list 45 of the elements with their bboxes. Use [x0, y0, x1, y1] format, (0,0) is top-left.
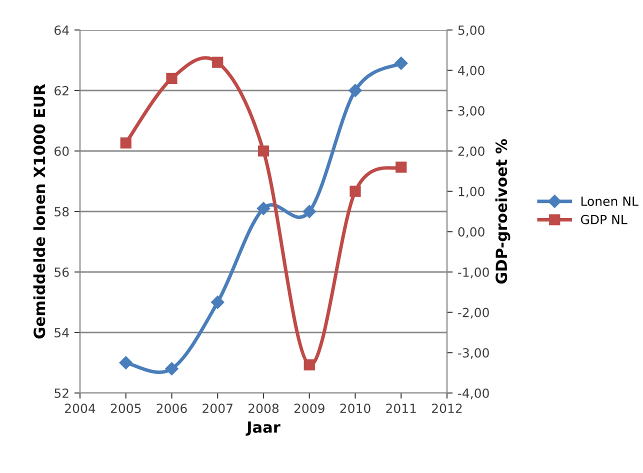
point [302, 204, 316, 218]
point [396, 162, 407, 173]
point [212, 56, 224, 68]
x-tick-label: 2004 [65, 404, 96, 414]
x-tick-label: 2006 [156, 404, 187, 414]
legend-label: GDP NL [580, 214, 628, 224]
y2-tick-label: 3,00 [458, 106, 484, 117]
y2-tick-label: 2,00 [458, 146, 484, 158]
point [304, 359, 315, 370]
x-tick-label: 2010 [340, 404, 370, 414]
point [348, 84, 362, 98]
y-tick-label: 62 [54, 86, 68, 96]
y2-tick-label: -1,00 [458, 267, 489, 278]
point [120, 137, 132, 148]
point [350, 186, 361, 197]
point [258, 145, 270, 157]
point [166, 72, 178, 84]
point [211, 296, 224, 309]
y-tick-label: 64 [54, 25, 69, 35]
y2-tick-label: 0,00 [458, 227, 484, 238]
x-tick-label: 2009 [294, 404, 324, 414]
y2-tick-label: -3,00 [458, 348, 489, 359]
point [119, 356, 132, 370]
y-tick-label: 58 [54, 206, 69, 216]
x-tick-label: 2012 [432, 404, 462, 414]
y-tick-label: 60 [54, 146, 69, 156]
x-tick-label: 2007 [202, 404, 232, 414]
y2-axis-title: GDP-groeivoet % [495, 139, 510, 284]
y-axis-title: Gemiddelde lonen X1000 EUR [33, 84, 46, 339]
x-tick-label: 2008 [248, 404, 279, 414]
point [165, 362, 178, 376]
x-axis-title: Jaar [246, 422, 280, 436]
y2-tick-label: 1,00 [458, 186, 484, 198]
x-tick-label: 2011 [386, 404, 416, 414]
y2-tick-label: 4,00 [458, 66, 484, 77]
y2-tick-label: 5,00 [458, 25, 484, 36]
x-tick-label: 2005 [110, 404, 141, 414]
point [394, 56, 408, 70]
legend-label: Lonen NL [581, 196, 638, 206]
point [256, 202, 270, 216]
y2-tick-label: -2,00 [458, 308, 489, 319]
y2-tick-label: -4,00 [458, 388, 489, 400]
y-tick-label: 54 [54, 328, 69, 338]
y-tick-label: 52 [54, 388, 68, 398]
y-tick-label: 56 [54, 267, 69, 277]
